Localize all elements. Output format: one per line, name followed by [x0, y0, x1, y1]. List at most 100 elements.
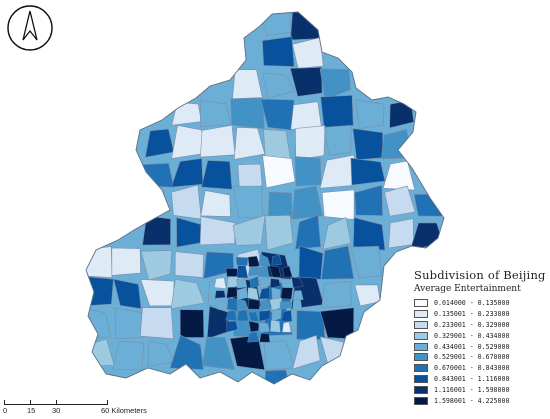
legend: Subdivision of Beijing Average Entertain…: [414, 268, 548, 406]
district-polygon: [292, 334, 321, 370]
district-polygon: [236, 278, 248, 289]
district-polygon: [267, 191, 293, 218]
legend-label: 0.135001 - 0.233000: [434, 310, 510, 319]
district-polygon: [268, 265, 282, 278]
legend-item: 0.329001 - 0.434000: [414, 330, 548, 341]
legend-label: 0.434001 - 0.529000: [434, 342, 510, 351]
district-polygon: [282, 321, 292, 333]
district-polygon: [232, 69, 263, 100]
district-polygon: [292, 185, 323, 220]
district-polygon: [214, 277, 227, 289]
district-polygon: [321, 281, 352, 308]
district-polygon: [280, 310, 292, 322]
district-polygon: [112, 341, 145, 371]
district-polygon: [114, 307, 146, 339]
district-polygon: [388, 218, 415, 249]
district-polygon: [259, 333, 270, 343]
district-polygon: [294, 214, 322, 250]
district-polygon: [319, 154, 355, 189]
district-polygons: [86, 12, 444, 384]
district-polygon: [289, 66, 323, 97]
district-polygon: [199, 216, 236, 246]
district-polygon: [237, 287, 248, 301]
legend-swatch: [414, 310, 428, 319]
beijing-boundary: [85, 11, 445, 385]
district-polygon: [271, 254, 282, 266]
district-polygon: [382, 160, 416, 191]
district-polygon: [171, 101, 202, 126]
legend-item: 0.135001 - 0.233000: [414, 309, 548, 320]
scale-label: 15: [27, 406, 36, 415]
district-polygon: [279, 301, 292, 311]
scale-bar: 0 15 30 60 Kilometers: [3, 400, 147, 418]
district-polygon: [225, 268, 238, 277]
district-polygon: [247, 331, 260, 343]
district-polygon: [237, 163, 263, 190]
district-polygon: [280, 287, 293, 300]
district-polygon: [171, 125, 206, 159]
district-polygon: [86, 275, 114, 307]
district-polygon: [170, 278, 205, 310]
district-polygon: [174, 251, 205, 278]
district-polygon: [179, 309, 205, 338]
legend-subtitle: Average Entertainment: [414, 284, 521, 294]
district-polygon: [355, 99, 385, 129]
district-polygon: [230, 97, 265, 130]
district-polygon: [292, 37, 324, 69]
legend-label: 0.233001 - 0.329000: [434, 320, 510, 329]
district-polygon: [216, 300, 227, 312]
district-polygon: [260, 299, 272, 310]
district-polygon: [237, 309, 249, 322]
scale-label: 30: [52, 406, 61, 415]
legend-swatch: [414, 374, 428, 383]
district-polygon: [262, 155, 296, 189]
legend-swatch: [414, 331, 428, 340]
legend-label: 1.598001 - 4.225000: [434, 396, 510, 405]
district-polygon: [200, 124, 236, 158]
district-polygon: [144, 128, 175, 158]
north-arrow-icon: [7, 5, 53, 51]
district-polygon: [258, 322, 270, 333]
district-polygon: [320, 94, 354, 129]
district-polygon: [200, 190, 231, 217]
district-polygon: [291, 276, 304, 289]
legend-label: 0.843001 - 1.116000: [434, 374, 510, 383]
district-polygon: [259, 310, 271, 322]
district-polygon: [298, 245, 324, 280]
district-polygon: [247, 256, 261, 267]
district-polygon: [111, 247, 141, 276]
legend-item: 1.116001 - 1.598000: [414, 384, 548, 395]
legend-swatch: [414, 353, 428, 362]
district-polygon: [350, 157, 386, 186]
district-polygon: [260, 98, 295, 131]
district-polygon: [226, 276, 238, 289]
district-polygon: [248, 311, 259, 322]
district-polygon: [113, 278, 142, 310]
legend-label: 0.014000 - 0.135000: [434, 299, 510, 308]
legend-label: 1.116001 - 1.598000: [434, 385, 510, 394]
scale-bar-line: [4, 400, 108, 405]
district-polygon: [321, 245, 355, 280]
district-polygon: [290, 101, 322, 130]
scale-tick: [4, 400, 5, 405]
legend-item: 0.014000 - 0.135000: [414, 298, 548, 309]
scale-label: 0: [3, 406, 8, 415]
district-polygon: [236, 265, 249, 279]
district-polygon: [264, 214, 294, 251]
scale-tick: [30, 400, 31, 405]
legend-swatch: [414, 385, 428, 394]
district-polygon: [294, 156, 322, 187]
district-polygon: [236, 257, 249, 266]
district-polygon: [322, 216, 352, 250]
legend-label: 0.670001 - 0.843000: [434, 364, 510, 373]
district-polygon: [232, 214, 266, 246]
legend-item: 0.434001 - 0.529000: [414, 341, 548, 352]
district-polygon: [258, 287, 270, 300]
district-polygon: [199, 100, 232, 127]
district-polygon: [226, 287, 238, 299]
district-polygon: [264, 369, 293, 384]
district-polygon: [140, 250, 173, 281]
district-polygon: [249, 276, 260, 289]
district-polygon: [352, 217, 386, 251]
